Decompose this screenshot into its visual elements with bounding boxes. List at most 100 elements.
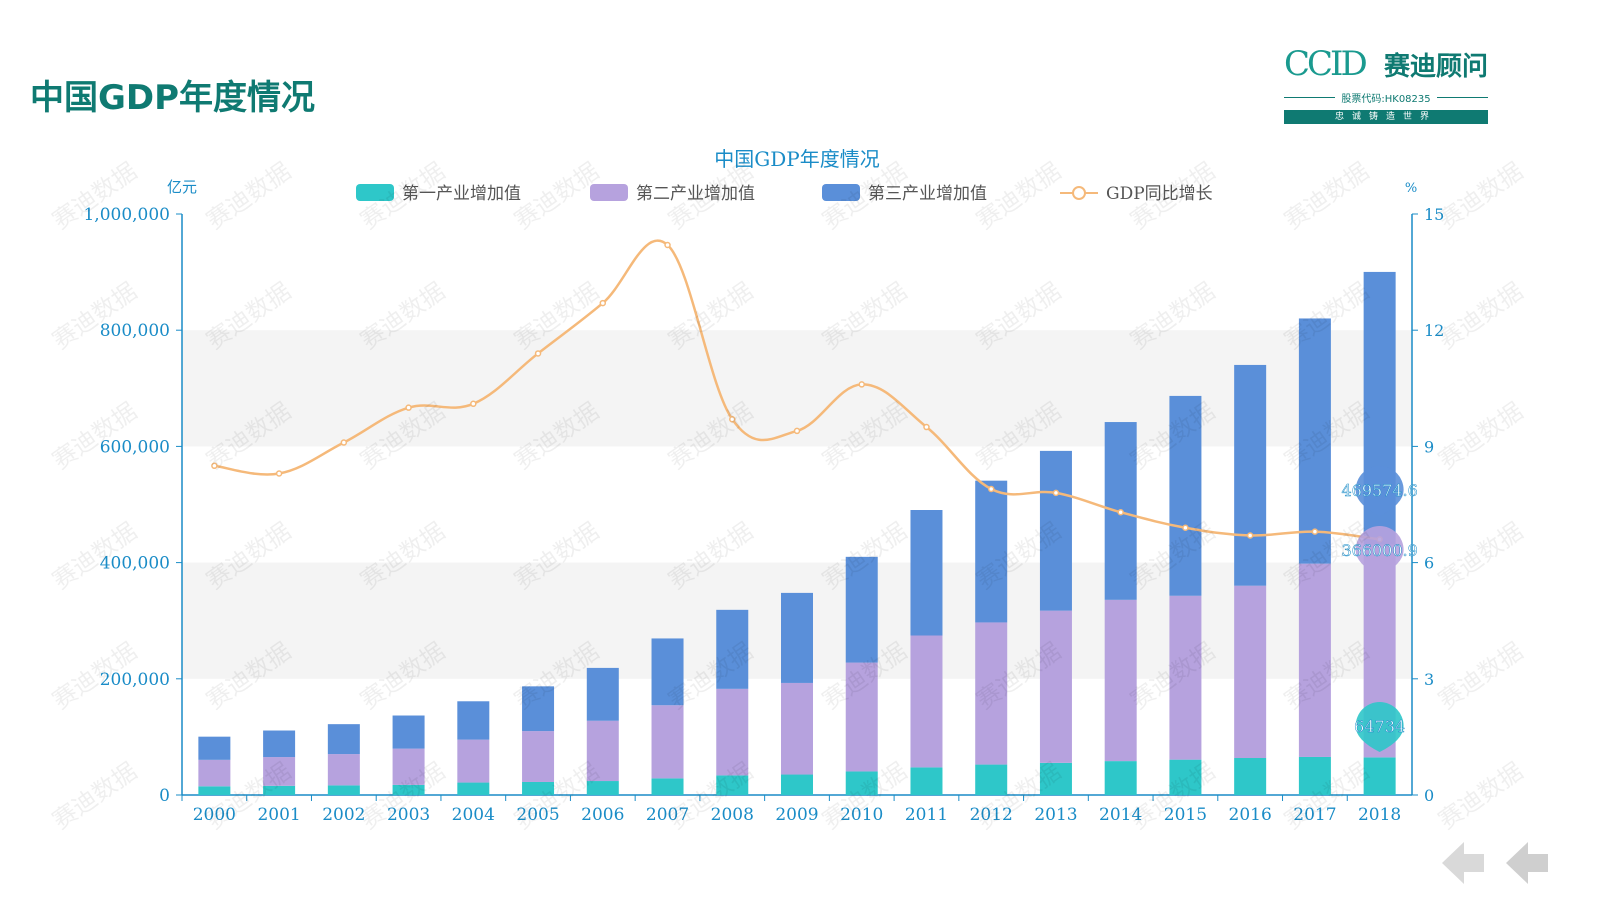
ccid-logo: CCID 赛迪顾问 股票代码:HK08235 忠诚铸造世界 xyxy=(1284,44,1489,126)
prev-page-arrow-icon[interactable] xyxy=(1438,838,1488,888)
gdp-growth-point xyxy=(858,381,865,388)
y-left-tick-label: 800,000 xyxy=(100,321,170,341)
bar-primary-industry xyxy=(263,785,296,795)
bar-tertiary-industry xyxy=(457,701,490,740)
bar-primary-industry xyxy=(910,767,943,795)
bar-secondary-industry xyxy=(910,635,943,768)
x-tick-label: 2012 xyxy=(970,805,1013,825)
gdp-growth-point xyxy=(1311,528,1319,535)
y-left-tick-label: 200,000 xyxy=(100,670,170,690)
y-right-tick-label: 15 xyxy=(1424,205,1444,224)
gdp-growth-point xyxy=(1246,532,1254,539)
bar-tertiary-industry xyxy=(1234,364,1267,586)
x-tick-label: 2006 xyxy=(581,805,624,825)
x-tick-label: 2009 xyxy=(775,805,818,825)
bar-primary-industry xyxy=(327,785,360,795)
y-right-unit: % xyxy=(1405,181,1417,196)
gdp-growth-point xyxy=(599,299,607,307)
x-tick-label: 2010 xyxy=(840,805,883,825)
gdp-growth-point xyxy=(1182,524,1189,531)
y-right-tick-label: 6 xyxy=(1424,554,1434,573)
bar-tertiary-industry xyxy=(1298,318,1331,564)
gdp-growth-point xyxy=(470,400,477,408)
bar-tertiary-industry xyxy=(910,510,943,636)
bar-tertiary-industry xyxy=(327,724,360,755)
bar-tertiary-industry xyxy=(586,667,619,721)
bar-secondary-industry xyxy=(198,759,231,787)
back-arrow-icon[interactable] xyxy=(1502,838,1552,888)
x-tick-label: 2014 xyxy=(1099,805,1142,825)
data-label-pin xyxy=(1355,466,1404,516)
x-tick-label: 2017 xyxy=(1293,805,1336,825)
bar-secondary-industry xyxy=(522,731,555,782)
bar-primary-industry xyxy=(716,775,749,795)
legend-swatch xyxy=(356,184,394,201)
legend-label: 第三产业增加值 xyxy=(868,184,987,204)
y-left-tick-label: 0 xyxy=(159,786,170,806)
bar-primary-industry xyxy=(1169,759,1202,795)
bar-secondary-industry xyxy=(1169,595,1202,760)
data-label-pin xyxy=(1355,702,1404,752)
y-left-tick-label: 400,000 xyxy=(100,554,170,574)
gdp-growth-point xyxy=(1117,508,1124,516)
logo-stock-code: 股票代码:HK08235 xyxy=(1341,93,1431,105)
bar-tertiary-industry xyxy=(263,730,296,758)
bar-secondary-industry xyxy=(392,748,425,785)
bar-secondary-industry xyxy=(327,754,360,786)
gdp-growth-point xyxy=(793,427,801,435)
gdp-growth-point xyxy=(664,241,671,249)
bar-tertiary-industry xyxy=(651,638,684,706)
bar-primary-industry xyxy=(1039,762,1072,795)
y-right-tick-label: 3 xyxy=(1424,670,1434,689)
legend-label: GDP同比增长 xyxy=(1106,184,1213,204)
bar-secondary-industry xyxy=(845,662,878,772)
x-tick-label: 2018 xyxy=(1358,805,1401,825)
legend-label: 第二产业增加值 xyxy=(636,184,755,204)
bar-primary-industry xyxy=(845,771,878,795)
gdp-growth-line xyxy=(214,239,1380,541)
bar-primary-industry xyxy=(781,774,813,795)
gdp-growth-point xyxy=(340,439,348,446)
bar-secondary-industry xyxy=(1039,610,1072,763)
data-label-pin xyxy=(1355,526,1404,576)
page-title: 中国GDP年度情况 xyxy=(30,78,316,118)
bar-secondary-industry xyxy=(1104,599,1137,762)
x-tick-label: 2001 xyxy=(257,805,300,825)
logo-name: 赛迪顾问 xyxy=(1383,51,1488,82)
y-left-unit: 亿元 xyxy=(167,178,197,196)
bar-tertiary-industry xyxy=(198,736,231,760)
y-right-tick-label: 12 xyxy=(1424,321,1444,340)
bar-secondary-industry xyxy=(586,720,619,782)
gdp-growth-point xyxy=(987,485,995,493)
x-tick-label: 2004 xyxy=(452,805,495,825)
x-tick-label: 2013 xyxy=(1034,805,1077,825)
bar-secondary-industry xyxy=(781,682,813,775)
bar-primary-industry xyxy=(586,781,619,795)
bar-secondary-industry xyxy=(263,757,296,786)
x-tick-label: 2002 xyxy=(322,805,365,825)
x-tick-label: 2016 xyxy=(1229,805,1272,825)
bar-primary-industry xyxy=(198,786,231,795)
legend-swatch-marker xyxy=(1072,186,1086,200)
legend-swatch xyxy=(590,184,628,201)
bar-secondary-industry xyxy=(651,705,684,779)
bar-secondary-industry xyxy=(457,739,490,783)
bar-tertiary-industry xyxy=(716,609,749,689)
bar-secondary-industry xyxy=(1298,563,1331,757)
bar-primary-industry xyxy=(1298,756,1331,795)
chart-title: 中国GDP年度情况 xyxy=(714,147,879,171)
bar-tertiary-industry xyxy=(781,592,813,683)
y-left-tick-label: 1,000,000 xyxy=(83,205,170,225)
bar-primary-industry xyxy=(651,778,684,795)
bar-primary-industry xyxy=(975,764,1008,795)
bar-tertiary-industry xyxy=(1039,450,1072,611)
x-tick-label: 2015 xyxy=(1164,805,1207,825)
x-tick-label: 2005 xyxy=(516,805,559,825)
bar-tertiary-industry xyxy=(392,715,425,749)
bar-primary-industry xyxy=(1104,761,1137,795)
bar-primary-industry xyxy=(1234,758,1267,795)
logo-brand: CCID xyxy=(1284,44,1368,84)
y-left-tick-label: 600,000 xyxy=(100,437,170,457)
x-tick-label: 2003 xyxy=(387,805,430,825)
